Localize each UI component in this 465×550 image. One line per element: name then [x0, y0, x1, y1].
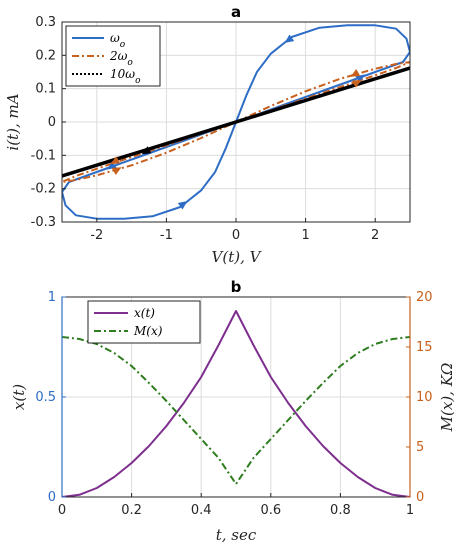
panel-a-legend-label: 2ωo [109, 49, 133, 68]
panel-b-x-ticks: 0 0.2 0.4 0.6 0.8 1 [58, 493, 414, 518]
panel-a-arrow [355, 74, 365, 83]
panel-b-legend-label: x(t) [134, 306, 155, 320]
panel-b-y-ticks-left: 00.51 [35, 290, 66, 505]
panel-b-right-tick-label: 0 [416, 490, 424, 505]
panel-a-x-ticks: -2 -1 0 1 2 [90, 218, 379, 243]
panel-a-x-tick-label: 0 [232, 228, 240, 243]
panel-a-y-ticks: -0.3 -0.2 -0.1 0 0.1 0.2 0.3 [31, 15, 66, 230]
panel-a-x-label: V(t), V [212, 248, 263, 266]
panel-a-y-tick-label: -0.3 [31, 215, 56, 230]
panel-a-arrow [111, 167, 122, 175]
panel-b-x-tick-label: 0.8 [330, 503, 351, 518]
panel-a-legend-label: ωo [110, 31, 126, 50]
panel-b-x-tick-label: 1 [406, 503, 414, 518]
panel-a-x-tick-label: 2 [371, 228, 379, 243]
panel-a: a -2 -1 0 1 2 -0.3 -0.2 -0.1 0 0.1 0.2 0.3 V(t), V… [4, 3, 411, 266]
panel-b-y-label-left: x(t) [10, 384, 28, 410]
panel-b-right-tick-label: 20 [416, 290, 433, 305]
panel-b-x-tick-label: 0.4 [191, 503, 212, 518]
panel-a-y-tick-label: 0.3 [35, 15, 56, 30]
panel-b-legend-label: M(x) [133, 324, 163, 338]
panel-a-y-tick-label: -0.1 [31, 148, 56, 163]
panel-a-legend-box [65, 25, 161, 87]
panel-b-left-tick-label: 1 [48, 290, 56, 305]
panel-b-right-tick-label: 5 [416, 440, 424, 455]
panel-b-y-ticks-right: 0 5 10 15 20 [406, 290, 433, 505]
panel-b-left-tick-label: 0 [48, 490, 56, 505]
panel-b-x-tick-label: 0.6 [260, 503, 281, 518]
panel-b-x-label: t, sec [216, 526, 257, 544]
panel-b-right-tick-label: 15 [416, 340, 433, 355]
panel-a-x-tick-label: -2 [90, 228, 103, 243]
panel-a-y-label: i(t), mA [4, 93, 22, 150]
panel-a-x-tick-label: 1 [301, 228, 309, 243]
panel-b-series-0-line [62, 310, 410, 497]
panel-a-arrow [110, 156, 121, 165]
panel-a-y-tick-label: 0.2 [35, 48, 56, 63]
panel-a-x-tick-label: -1 [160, 228, 173, 243]
panel-b-series [62, 310, 410, 497]
panel-a-y-tick-label: -0.2 [31, 182, 56, 197]
panel-a-arrow [177, 201, 188, 210]
panel-b-x-tick-label: 0 [58, 503, 66, 518]
panel-a-arrow [350, 69, 361, 77]
panel-a-series-2-line [62, 66, 410, 178]
panel-a-arrow [284, 34, 295, 43]
panel-a-arrow [141, 146, 152, 155]
panel-b-legend-box [87, 300, 201, 344]
panel-b-y-label-right: M(x), KΩ [438, 363, 456, 433]
panel-a-legend-label: 10ωo [110, 67, 141, 86]
panel-a-arrow [351, 79, 362, 88]
panel-b-x-tick-label: 0.2 [121, 503, 142, 518]
panel-b-series-1-line [62, 336, 410, 485]
panel-b-title: b [231, 278, 242, 296]
panel-b-right-tick-label: 10 [416, 390, 433, 405]
panel-b-left-tick-label: 0.5 [35, 390, 56, 405]
panel-a-y-tick-label: 0 [48, 115, 56, 130]
panel-a-y-tick-label: 0.1 [35, 82, 56, 97]
panel-a-arrow [107, 161, 117, 170]
panel-b-legend: x(t) M(x) [87, 300, 201, 344]
panel-a-title: a [231, 3, 241, 21]
panel-a-series [62, 24, 410, 220]
